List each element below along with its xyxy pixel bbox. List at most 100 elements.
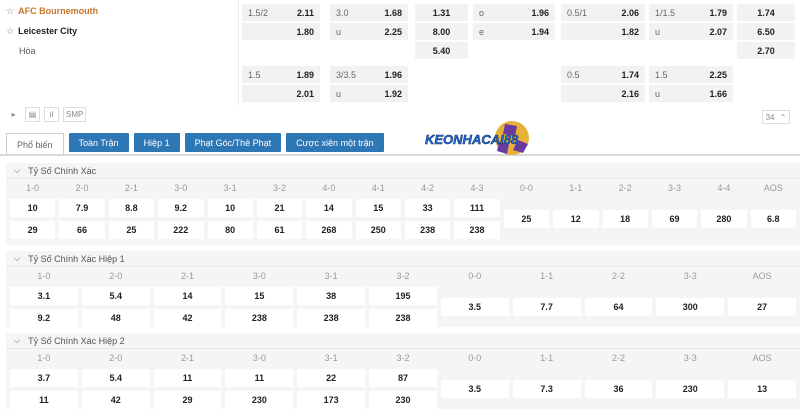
odds-cell[interactable]: 2.16 [561, 85, 645, 102]
odds-cell[interactable]: 13 [728, 380, 796, 398]
odds-cell[interactable]: 18 [602, 210, 648, 228]
chevron-down-icon[interactable]: ⌵ [14, 335, 21, 345]
tab-0[interactable]: Phổ biến [6, 133, 64, 155]
odds-cell[interactable]: u 1.66 [649, 85, 733, 102]
chart-icon[interactable]: ıl [44, 107, 59, 122]
odds-cell[interactable]: 15 [225, 287, 294, 305]
away-team[interactable]: ☆ Leicester City [6, 26, 78, 36]
odds-cell[interactable]: 2.01 [242, 85, 320, 102]
odds-cell[interactable]: 15 [355, 199, 401, 217]
odds-cell[interactable]: 111 [454, 199, 500, 217]
odds-cell[interactable]: 8.8 [108, 199, 155, 217]
odds-cell[interactable]: 21 [256, 199, 303, 217]
smp-button[interactable]: SMP [63, 107, 87, 122]
odds-cell[interactable]: 280 [701, 210, 747, 228]
odds-cell[interactable]: 42 [153, 309, 222, 327]
odds-cell[interactable]: 3.7 [10, 369, 78, 387]
odds-cell[interactable]: 11 [153, 369, 222, 387]
odds-cell[interactable]: 29 [153, 391, 222, 409]
odds-cell[interactable]: 1.80 [242, 23, 320, 40]
odds-cell[interactable]: 230 [225, 391, 294, 409]
page-select[interactable]: 34 ⌃ [762, 110, 790, 124]
odds-cell[interactable]: 195 [369, 287, 437, 305]
odds-cell[interactable]: u 2.25 [330, 23, 408, 40]
odds-cell[interactable]: 66 [59, 221, 105, 239]
tab-2[interactable]: Hiệp 1 [133, 133, 180, 152]
odds-cell[interactable]: 230 [369, 391, 437, 409]
odds-cell[interactable]: 1.5 1.89 [242, 66, 320, 83]
tab-1[interactable]: Toàn Trận [68, 133, 129, 152]
odds-cell[interactable]: 36 [584, 380, 653, 398]
odds-cell[interactable]: 11 [225, 369, 294, 387]
odds-cell[interactable]: 1.5/2 2.11 [242, 4, 320, 21]
odds-cell[interactable]: 33 [405, 199, 451, 217]
odds-cell[interactable]: 238 [225, 309, 294, 327]
odds-cell[interactable]: 29 [10, 221, 56, 239]
odds-cell[interactable]: 173 [297, 391, 366, 409]
odds-cell[interactable]: u 1.92 [330, 85, 408, 102]
odds-cell[interactable]: 238 [454, 221, 500, 239]
odds-cell[interactable]: 300 [656, 298, 725, 316]
odds-cell[interactable]: 61 [256, 221, 303, 239]
odds-cell[interactable]: 25 [503, 210, 550, 228]
odds-cell[interactable]: u 2.07 [649, 23, 733, 40]
odds-cell[interactable]: 27 [728, 298, 796, 316]
odds-cell[interactable]: 25 [108, 221, 155, 239]
tab-3[interactable]: Phạt Góc/Thẻ Phạt [184, 133, 282, 152]
odds-cell[interactable]: 5.4 [81, 369, 150, 387]
odds-cell[interactable]: 238 [297, 309, 366, 327]
odds-cell[interactable]: 2.70 [737, 42, 795, 59]
odds-cell[interactable]: 1.5 2.25 [649, 66, 733, 83]
odds-cell[interactable]: 268 [306, 221, 352, 239]
odds-cell[interactable]: 7.9 [59, 199, 105, 217]
odds-cell[interactable]: 14 [153, 287, 222, 305]
odds-cell[interactable]: 22 [297, 369, 366, 387]
odds-cell[interactable]: 0.5 1.74 [561, 66, 645, 83]
odds-cell[interactable]: 1/1.5 1.79 [649, 4, 733, 21]
home-team[interactable]: ☆ AFC Bournemouth [6, 6, 99, 16]
odds-cell[interactable]: 5.40 [415, 42, 468, 59]
odds-cell[interactable]: 11 [10, 391, 78, 409]
odds-cell[interactable]: 7.3 [512, 380, 581, 398]
odds-cell[interactable]: 3.1 [10, 287, 78, 305]
odds-cell[interactable]: e 1.94 [473, 23, 555, 40]
chevron-down-icon[interactable]: ⌵ [14, 165, 21, 175]
odds-cell[interactable]: 10 [10, 199, 56, 217]
odds-cell[interactable]: 9.2 [10, 309, 78, 327]
odds-cell[interactable]: 7.7 [512, 298, 581, 316]
star-icon[interactable]: ☆ [6, 26, 15, 36]
odds-cell[interactable]: 10 [207, 199, 253, 217]
odds-cell[interactable]: 42 [81, 391, 150, 409]
odds-cell[interactable]: o 1.96 [473, 4, 555, 21]
odds-cell[interactable]: 1.82 [561, 23, 645, 40]
list-icon[interactable]: ▤ [25, 107, 40, 122]
star-icon[interactable]: ☆ [6, 6, 15, 16]
odds-cell[interactable]: 80 [207, 221, 253, 239]
odds-cell[interactable]: 3.5 [440, 298, 509, 316]
odds-cell[interactable]: 64 [584, 298, 653, 316]
chevron-down-icon[interactable]: ⌵ [14, 253, 21, 263]
odds-cell[interactable]: 87 [369, 369, 437, 387]
odds-cell[interactable]: 9.2 [158, 199, 204, 217]
odds-cell[interactable]: 3.0 1.68 [330, 4, 408, 21]
odds-cell[interactable]: 8.00 [415, 23, 468, 40]
odds-cell[interactable]: 238 [369, 309, 437, 327]
section-header[interactable]: ⌵ Tỷ Số Chính Xác Hiệp 1 [6, 251, 800, 267]
odds-cell[interactable]: 38 [297, 287, 366, 305]
odds-cell[interactable]: 14 [306, 199, 352, 217]
odds-cell[interactable]: 3/3.5 1.96 [330, 66, 408, 83]
odds-cell[interactable]: 222 [158, 221, 204, 239]
play-icon[interactable]: ▸ [6, 107, 21, 122]
odds-cell[interactable]: 3.5 [440, 380, 509, 398]
odds-cell[interactable]: 48 [81, 309, 150, 327]
odds-cell[interactable]: 230 [656, 380, 725, 398]
odds-cell[interactable]: 1.74 [737, 4, 795, 21]
odds-cell[interactable]: 0.5/1 2.06 [561, 4, 645, 21]
odds-cell[interactable]: 12 [553, 210, 599, 228]
odds-cell[interactable]: 250 [355, 221, 401, 239]
odds-cell[interactable]: 6.8 [750, 210, 796, 228]
odds-cell[interactable]: 238 [405, 221, 451, 239]
odds-cell[interactable]: 69 [651, 210, 698, 228]
odds-cell[interactable]: 5.4 [81, 287, 150, 305]
tab-4[interactable]: Cược xiên một trận [286, 133, 384, 152]
